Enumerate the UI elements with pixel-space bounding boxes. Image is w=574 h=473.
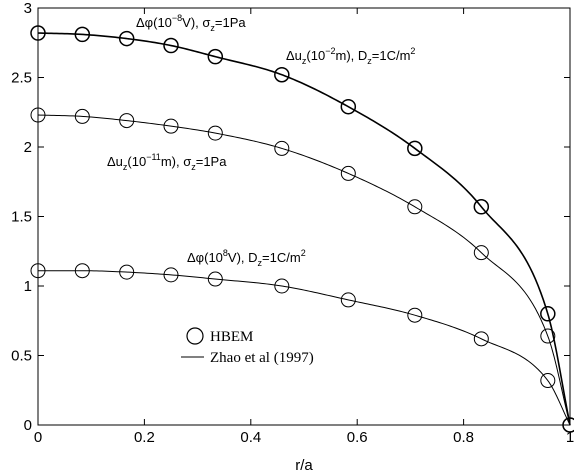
data-point-s1 [274,66,290,83]
y-tick-label: 2.5 [11,70,32,87]
data-point-s3 [74,263,90,279]
series-line-3 [38,270,571,426]
data-point-s2 [74,108,90,124]
x-tick-label: 0.6 [347,429,368,446]
y-tick-label: 3 [24,0,32,17]
data-point-s3 [407,307,423,323]
legend-marker-icon [186,327,204,345]
ticks: 0 0.2 0.4 0.6 0.8 1 0 0.5 1 1.5 2 2.5 3 [11,0,574,446]
legend-label-zhao: Zhao et al (1997) [210,350,314,366]
annotation-displacement-charge: Δuz(10−2m), Dz=1C/m2 [286,46,415,66]
series-line-1 [37,32,571,426]
data-point-s2 [30,107,46,123]
data-point-s1 [407,140,423,157]
legend: HBEM Zhao et al (1997) [181,327,314,366]
data-point-s3 [274,278,290,294]
data-point-s1 [118,30,135,47]
data-point-s3 [562,417,574,433]
annotation-potential-stress: Δφ(10−8V), σz=1Pa [136,13,246,33]
x-axis-label: r/a [295,457,313,473]
y-tick-label: 2 [24,139,32,156]
data-point-s1 [540,306,556,322]
data-point-s2 [473,245,489,261]
data-point-s2 [207,125,223,141]
data-point-s3 [119,264,135,280]
data-point-s3 [473,331,489,347]
data-point-s1 [163,37,179,54]
data-point-s2 [119,113,135,129]
x-tick-label: 0 [34,429,42,446]
data-point-s2 [163,118,179,134]
y-tick-label: 1 [24,278,32,295]
data-point-s1 [30,25,46,41]
x-tick-label: 0.2 [134,429,155,446]
data-point-s1 [207,48,224,65]
x-tick-label: 0.4 [240,429,261,446]
y-tick-label: 0 [24,417,32,434]
y-tick-label: 1.5 [11,209,32,226]
data-point-s3 [340,292,356,308]
series-line-2 [37,114,571,426]
data-point-s3 [163,267,179,283]
x-tick-label: 0.8 [453,429,474,446]
data-point-s2 [274,140,290,156]
data-point-s3 [207,271,223,287]
data-point-s1 [340,98,357,115]
series-markers [30,25,574,433]
data-point-s2 [540,328,556,344]
legend-label-hbem: HBEM [210,329,253,345]
data-point-s2 [407,199,423,215]
x-tick-label: 1 [566,429,574,446]
data-point-s3 [540,373,556,389]
data-point-s1 [74,26,91,43]
annotation-displacement-stress: Δuz(10−11m), σz=1Pa [107,152,227,172]
annotation-potential-charge: Δφ(108V), Dz=1C/m2 [187,248,306,268]
y-tick-label: 0.5 [11,348,32,365]
data-point-s3 [30,263,46,279]
data-point-s1 [473,199,490,215]
data-point-s2 [340,165,356,181]
series-lines [37,32,571,426]
